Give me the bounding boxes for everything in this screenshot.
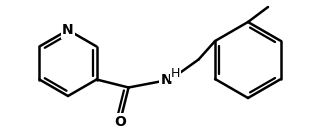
- Text: N: N: [161, 72, 172, 86]
- Text: H: H: [171, 67, 180, 80]
- Text: N: N: [62, 23, 74, 37]
- Text: O: O: [115, 114, 127, 128]
